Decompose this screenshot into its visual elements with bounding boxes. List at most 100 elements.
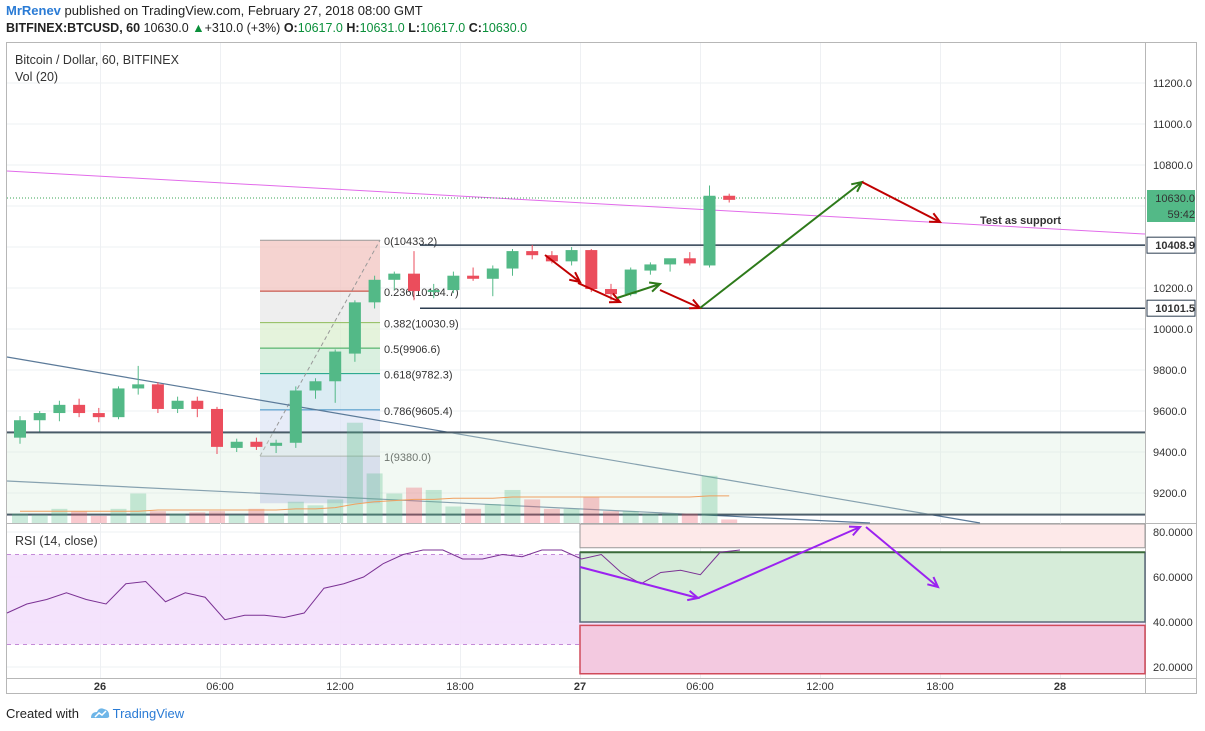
green-arrow xyxy=(699,181,863,309)
chart-title: Bitcoin / Dollar, 60, BITFINEX xyxy=(15,53,179,67)
candle-body xyxy=(211,408,223,447)
fib-level-label: 1(9380.0) xyxy=(384,452,431,464)
close-value: 10630.0 xyxy=(481,21,528,35)
time-tick-label: 18:00 xyxy=(446,681,474,693)
fib-level-label: 0.382(10030.9) xyxy=(384,319,459,331)
volume-bar xyxy=(484,504,501,523)
volume-bar xyxy=(327,499,344,523)
red-arrow xyxy=(861,181,941,223)
open-label: O: xyxy=(283,21,298,35)
volume-bar xyxy=(209,511,225,523)
price-tick-label: 11200.0 xyxy=(1153,78,1192,90)
volume-bar xyxy=(524,499,541,523)
volume-bar xyxy=(563,508,580,523)
candle-body xyxy=(368,279,381,303)
descending-resistance-line xyxy=(6,170,1146,235)
open-value: 10617.0 xyxy=(297,21,343,35)
time-tick-label: 06:00 xyxy=(206,681,234,693)
annotation-test-as-support: Test as support xyxy=(980,215,1061,227)
volume-ma-line xyxy=(20,495,730,512)
price-tick-label: 9800.0 xyxy=(1153,365,1187,377)
candle-body xyxy=(605,289,617,295)
candle-body xyxy=(112,388,125,418)
volume-bar xyxy=(603,511,619,523)
candle-body xyxy=(309,381,322,391)
price-axis-badge-label: 10101.5 xyxy=(1155,303,1195,315)
volume-bar xyxy=(228,514,245,523)
rsi-line xyxy=(6,549,741,621)
candle-body xyxy=(151,384,164,409)
candle-body xyxy=(33,413,46,421)
green-arrow-head xyxy=(648,281,663,293)
volume-bar xyxy=(445,506,462,523)
price-tick-label: 9400.0 xyxy=(1153,447,1187,459)
candle-body xyxy=(486,268,499,279)
purple-arrow xyxy=(579,566,699,599)
chart-frame xyxy=(6,42,1197,694)
volume-bar xyxy=(12,513,28,523)
rsi-tick-label: 20.0000 xyxy=(1153,662,1193,674)
red-arrow-head xyxy=(608,292,623,304)
price-tick-label: 10200.0 xyxy=(1153,283,1193,295)
red-arrow xyxy=(659,289,701,309)
candle-body xyxy=(585,250,598,290)
price-axis-badge xyxy=(1147,190,1195,206)
rsi-top-box xyxy=(579,523,1146,549)
volume-bar xyxy=(346,422,363,523)
volume-bar xyxy=(248,508,265,523)
candle-body xyxy=(526,251,539,256)
volume-bar xyxy=(622,511,639,523)
price-tick-label: 10000.0 xyxy=(1153,324,1193,336)
low-value: 10617.0 xyxy=(420,21,466,35)
candle-body xyxy=(683,258,696,264)
volume-bar xyxy=(31,514,48,523)
descending-trendline-lower xyxy=(6,480,871,524)
time-tick-label: 06:00 xyxy=(686,681,714,693)
volume-bar xyxy=(642,513,659,523)
candle-body xyxy=(171,400,184,409)
fib-zone xyxy=(260,240,380,292)
volume-bar xyxy=(90,515,107,523)
price-tick-label: 11000.0 xyxy=(1153,119,1192,131)
candle-body xyxy=(447,275,460,291)
fib-level-label: 0.5(9906.6) xyxy=(384,344,440,356)
volume-bar xyxy=(406,487,422,523)
purple-arrow xyxy=(865,526,939,588)
candle-body xyxy=(289,390,302,443)
rsi-red-box xyxy=(579,624,1146,675)
close-label: C: xyxy=(468,21,482,35)
candle-body xyxy=(467,275,480,279)
volume-bar xyxy=(189,512,206,523)
price-axis-badge-label: 10630.0 xyxy=(1155,193,1195,205)
purple-arrow-head xyxy=(848,525,863,537)
published-text: published on TradingView.com, February 2… xyxy=(64,3,423,18)
purple-arrow-head xyxy=(927,576,940,589)
price-axis-badge-label: 10408.9 xyxy=(1155,240,1195,252)
candle-body xyxy=(191,400,204,409)
descending-trendline-upper xyxy=(6,356,981,524)
fib-zone xyxy=(260,322,380,349)
price-axis-badge xyxy=(1147,206,1195,222)
red-arrow xyxy=(544,254,581,283)
fib-zone xyxy=(260,348,380,374)
volume-indicator-label: Vol (20) xyxy=(15,70,59,84)
candle-body xyxy=(644,264,657,271)
volume-bar xyxy=(268,513,285,523)
fib-level-label: 0.618(9782.3) xyxy=(384,370,453,382)
price-tick-label: 10800.0 xyxy=(1153,160,1193,172)
volume-bar xyxy=(662,513,679,523)
green-arrow xyxy=(616,283,661,299)
tradingview-link[interactable]: TradingView xyxy=(112,706,185,721)
tradingview-logo-icon xyxy=(91,708,110,718)
volume-bar xyxy=(504,489,521,523)
volume-bar xyxy=(169,513,186,523)
volume-bar xyxy=(51,508,68,523)
change-arrow-icon: ▲ xyxy=(192,21,205,35)
candle-body xyxy=(348,302,361,354)
candle-body xyxy=(53,404,66,414)
volume-bar xyxy=(465,508,482,523)
high-label: H: xyxy=(346,21,360,35)
rsi-tick-label: 80.0000 xyxy=(1153,527,1193,539)
author-link[interactable]: MrRenev xyxy=(6,3,61,18)
